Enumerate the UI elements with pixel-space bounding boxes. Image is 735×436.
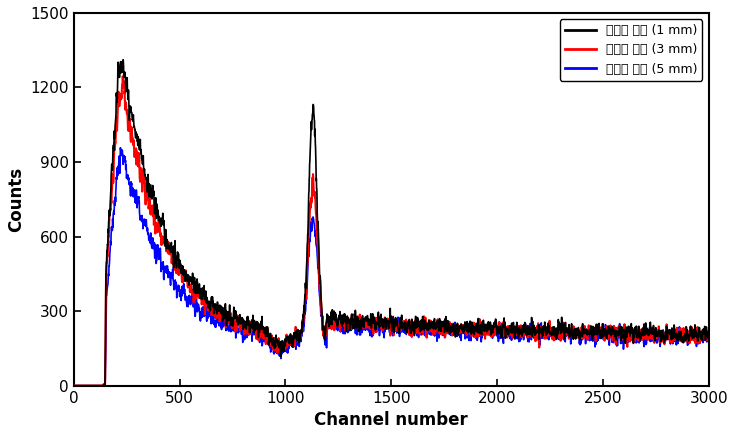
점선원 위치 (5 mm): [323, 339, 331, 344]
점선원 위치 (1 mm): [196, 290, 205, 295]
점선원 위치 (3 mm): [704, 337, 713, 342]
X-axis label: Channel number: Channel number: [315, 411, 468, 429]
점선원 위치 (1 mm): [375, 324, 384, 330]
Y-axis label: Counts: Counts: [7, 167, 25, 232]
점선원 위치 (5 mm): [704, 335, 713, 341]
점선원 위치 (3 mm): [118, 74, 127, 79]
점선원 위치 (5 mm): [196, 309, 205, 314]
점선원 위치 (3 mm): [675, 330, 684, 335]
점선원 위치 (5 mm): [675, 335, 684, 340]
점선원 위치 (1 mm): [675, 336, 684, 341]
점선원 위치 (3 mm): [196, 295, 205, 300]
Line: 점선원 위치 (5 mm): 점선원 위치 (5 mm): [74, 148, 709, 385]
점선원 위치 (3 mm): [375, 324, 384, 330]
점선원 위치 (1 mm): [119, 57, 128, 62]
점선원 위치 (1 mm): [280, 340, 289, 345]
점선원 위치 (1 mm): [323, 317, 331, 322]
Line: 점선원 위치 (3 mm): 점선원 위치 (3 mm): [74, 76, 709, 385]
점선원 위치 (3 mm): [69, 383, 78, 388]
점선원 위치 (1 mm): [704, 338, 713, 344]
Legend: 점선원 위치 (1 mm), 점선원 위치 (3 mm), 점선원 위치 (5 mm): 점선원 위치 (1 mm), 점선원 위치 (3 mm), 점선원 위치 (5 …: [560, 19, 703, 81]
점선원 위치 (5 mm): [69, 383, 78, 388]
점선원 위치 (1 mm): [69, 383, 78, 388]
점선원 위치 (5 mm): [280, 346, 289, 351]
점선원 위치 (3 mm): [280, 342, 289, 347]
점선원 위치 (5 mm): [455, 330, 464, 335]
점선원 위치 (5 mm): [375, 325, 384, 330]
점선원 위치 (3 mm): [323, 332, 331, 337]
Line: 점선원 위치 (1 mm): 점선원 위치 (1 mm): [74, 60, 709, 385]
점선원 위치 (3 mm): [455, 329, 464, 334]
점선원 위치 (1 mm): [455, 326, 464, 331]
점선원 위치 (5 mm): [116, 145, 125, 150]
